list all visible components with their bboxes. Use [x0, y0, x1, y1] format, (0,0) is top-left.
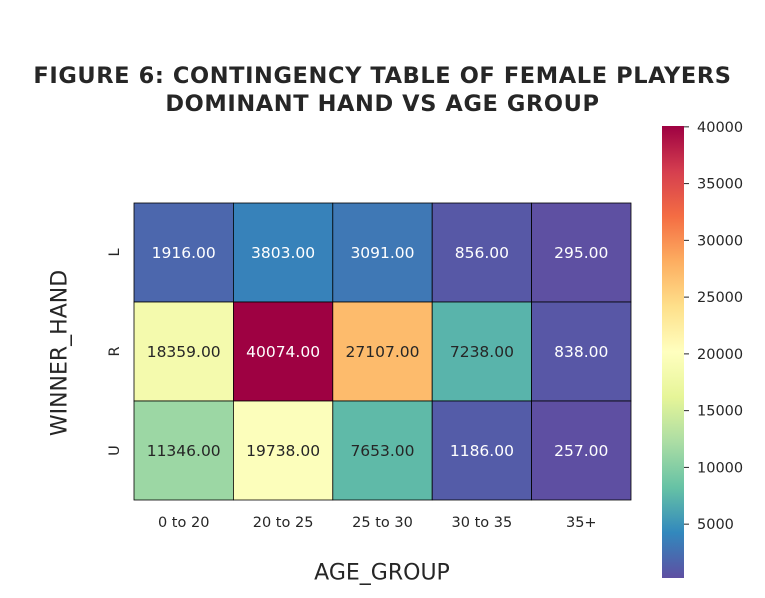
cell-value-label: 40074.00 — [246, 343, 320, 361]
cell-value-label: 856.00 — [455, 244, 509, 262]
cell-value-label: 838.00 — [554, 343, 608, 361]
chart-title-line-2: DOMINANT HAND VS AGE GROUP — [165, 91, 600, 117]
colorbar-tick-label: 25000 — [697, 290, 743, 306]
cell-value-label: 3803.00 — [251, 244, 315, 262]
x-tick-labels: 0 to 20 20 to 25 25 to 30 30 to 35 35+ — [158, 515, 597, 531]
cell-value-label: 11346.00 — [147, 442, 221, 460]
colorbar-tick-label: 10000 — [697, 460, 743, 476]
heatmap-cell — [133, 301, 234, 402]
chart-title: FIGURE 6: CONTINGENCY TABLE OF FEMALE PL… — [0, 62, 765, 118]
heatmap-cell — [332, 301, 433, 402]
colorbar: 5000 10000 15000 20000 25000 30000 35000 40000 — [662, 120, 743, 578]
heatmap-cell — [133, 400, 234, 501]
cell-value-label: 7653.00 — [350, 442, 414, 460]
x-tick-label: 30 to 35 — [452, 515, 513, 531]
x-tick-label: 35+ — [566, 515, 597, 531]
x-axis-label: AGE_GROUP — [314, 560, 450, 586]
x-tick-label: 20 to 25 — [253, 515, 314, 531]
cell-value-label: 1916.00 — [152, 244, 216, 262]
heatmap-cell — [431, 400, 533, 501]
cell-value-label: 19738.00 — [246, 442, 320, 460]
heatmap-cells: 1916.00 3803.00 3091.00 856.00 295.00 18359.0… — [133, 202, 632, 501]
cell-value-label: 7238.00 — [450, 343, 514, 361]
y-tick-label: U — [107, 445, 123, 456]
colorbar-tick-label: 15000 — [697, 404, 743, 420]
colorbar-tick-label: 40000 — [697, 120, 743, 136]
y-tick-label: R — [107, 346, 123, 356]
heatmap-cell — [531, 301, 632, 402]
cell-value-label: 27107.00 — [346, 343, 420, 361]
colorbar-tick-label: 20000 — [697, 347, 743, 363]
y-tick-labels: L R U — [107, 248, 123, 455]
cell-value-label: 295.00 — [554, 244, 608, 262]
cell-value-label: 3091.00 — [350, 244, 414, 262]
colorbar-tick-label: 30000 — [697, 233, 743, 249]
colorbar-tick-label: 5000 — [697, 517, 734, 533]
x-tick-label: 0 to 20 — [158, 515, 209, 531]
heatmap-cell — [431, 301, 533, 402]
cell-value-label: 1186.00 — [450, 442, 514, 460]
chart-title-line-1: FIGURE 6: CONTINGENCY TABLE OF FEMALE PL… — [33, 63, 732, 89]
colorbar-tick-label: 35000 — [697, 177, 743, 193]
cell-value-label: 18359.00 — [147, 343, 221, 361]
heatmap-cell — [332, 400, 433, 501]
cell-value-label: 257.00 — [554, 442, 608, 460]
y-tick-label: L — [107, 248, 123, 256]
colorbar-gradient — [662, 126, 684, 578]
heatmap-cell — [232, 301, 334, 402]
heatmap-cell — [531, 400, 632, 501]
x-tick-label: 25 to 30 — [352, 515, 413, 531]
